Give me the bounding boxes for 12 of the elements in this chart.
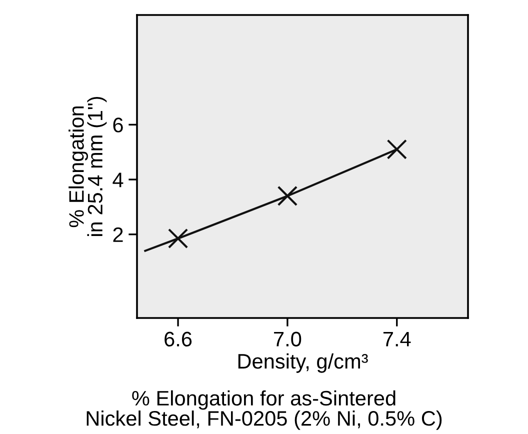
y-tick-label: 2 [113,227,123,242]
y-tick-label: 4 [112,172,124,188]
x-axis-title: Density, g/cm³ [238,353,368,373]
y-axis-title: % Elongation in 25.4 mm (1") [68,96,107,236]
y-tick-label: 6 [113,118,123,132]
x-tick-label: 6.6 [164,332,192,346]
text: % Elongation for as-Sintered Nickel Steel, FN-0205 (2% Ni, 0.5% C) [86,390,442,430]
x-tick-label: 7.0 [274,332,302,346]
point [386,139,407,160]
point [168,228,188,249]
x-tick-label: 7.4 [383,332,411,346]
point [277,186,298,206]
